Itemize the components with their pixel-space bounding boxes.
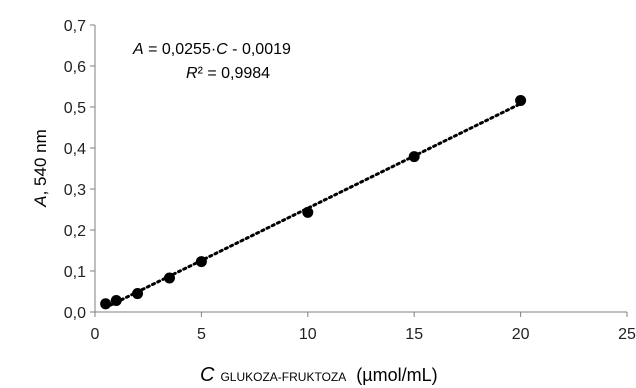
trendline [104, 102, 523, 310]
y-tick-label: 0,0 [64, 305, 86, 322]
x-axis-title-unit: (µmol/mL) [356, 365, 437, 385]
x-tick-label: 0 [91, 326, 100, 343]
y-tick-label: 0,6 [64, 59, 86, 76]
data-point [302, 206, 314, 218]
x-axis-title-symbol: C [200, 364, 215, 386]
x-tick-label: 10 [299, 326, 317, 343]
data-points [100, 94, 527, 310]
data-point [515, 94, 527, 106]
y-axis-title: A, 540 nm [31, 129, 50, 208]
equation-a: A [132, 41, 144, 58]
y-tick-label: 0,4 [64, 141, 86, 158]
x-axis: 0 5 10 15 20 25 [91, 311, 636, 343]
y-tick-label: 0,7 [64, 18, 86, 35]
data-point [163, 272, 175, 284]
data-point [100, 298, 112, 310]
x-tick-label: 20 [512, 326, 530, 343]
y-tick-label: 0,2 [64, 223, 86, 240]
x-tick-label: 25 [618, 326, 636, 343]
y-axis-title-symbol: A [31, 195, 50, 207]
data-point [110, 295, 122, 307]
x-tick-label: 15 [405, 326, 423, 343]
y-tick-labels: 0,0 0,1 0,2 0,3 0,4 0,5 0,6 0,7 [64, 18, 95, 322]
x-axis-title-subscript: GLUKOZA-FRUKTOZA [220, 370, 346, 384]
y-tick-label: 0,1 [64, 264, 86, 281]
y-axis-title-rest: , 540 nm [31, 129, 50, 195]
data-point [132, 288, 144, 300]
y-axis: 0,0 0,1 0,2 0,3 0,4 0,5 0,6 0,7 [64, 18, 96, 322]
r2-r: R [186, 65, 198, 82]
x-tick-label: 5 [197, 326, 206, 343]
r2-value: ² = 0,9984 [198, 65, 271, 82]
x-tick-labels: 0 5 10 15 20 25 [91, 312, 636, 343]
equation-c: C [216, 41, 228, 58]
y-tick-label: 0,3 [64, 182, 86, 199]
equation-middle: = 0,0255· [144, 41, 217, 58]
equation-end: - 0,0019 [228, 41, 291, 58]
equation-line-1: A = 0,0255·C - 0,0019 [132, 41, 291, 58]
data-point [408, 151, 420, 163]
data-point [195, 256, 207, 268]
x-axis-title: C GLUKOZA-FRUKTOZA (µmol/mL) [200, 364, 438, 386]
equation-line-2: R² = 0,9984 [186, 65, 270, 82]
y-tick-label: 0,5 [64, 100, 86, 117]
